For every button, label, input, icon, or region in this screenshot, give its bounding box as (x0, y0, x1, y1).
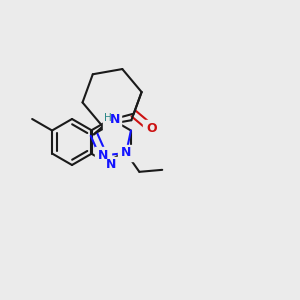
Point (101, 153, 106, 158)
Text: N: N (110, 113, 121, 126)
Point (109, 163, 113, 167)
Text: N: N (106, 158, 116, 172)
Text: H: H (104, 112, 111, 123)
Text: O: O (146, 122, 157, 135)
Text: N: N (121, 146, 131, 160)
Text: N: N (98, 149, 109, 162)
Point (149, 126, 154, 131)
Point (109, 117, 114, 122)
Point (124, 151, 128, 155)
